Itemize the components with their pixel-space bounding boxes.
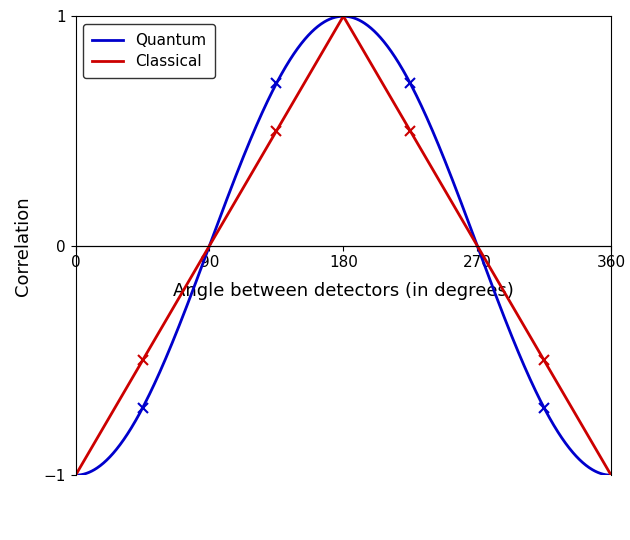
Classical — [289, 101, 296, 107]
Y-axis label: Correlation: Correlation — [14, 196, 32, 295]
Classical — [607, 472, 615, 478]
Quantum — [607, 472, 615, 478]
Quantum — [289, 53, 296, 59]
Quantum — [72, 472, 79, 478]
Quantum — [440, 155, 448, 161]
Classical — [307, 68, 315, 74]
Classical — [127, 378, 134, 384]
Line: Quantum: Quantum — [76, 16, 611, 475]
X-axis label: Angle between detectors (in degrees): Angle between detectors (in degrees) — [173, 281, 514, 300]
Classical — [340, 14, 347, 20]
Quantum — [340, 13, 347, 19]
Quantum — [500, 312, 507, 318]
Quantum — [307, 29, 315, 35]
Classical — [440, 185, 448, 192]
Classical — [72, 472, 79, 478]
Classical — [500, 287, 507, 294]
Line: Classical: Classical — [76, 17, 611, 475]
Quantum — [490, 287, 498, 293]
Legend: Quantum, Classical: Quantum, Classical — [83, 24, 215, 78]
Classical — [490, 271, 498, 277]
Quantum — [127, 427, 134, 433]
